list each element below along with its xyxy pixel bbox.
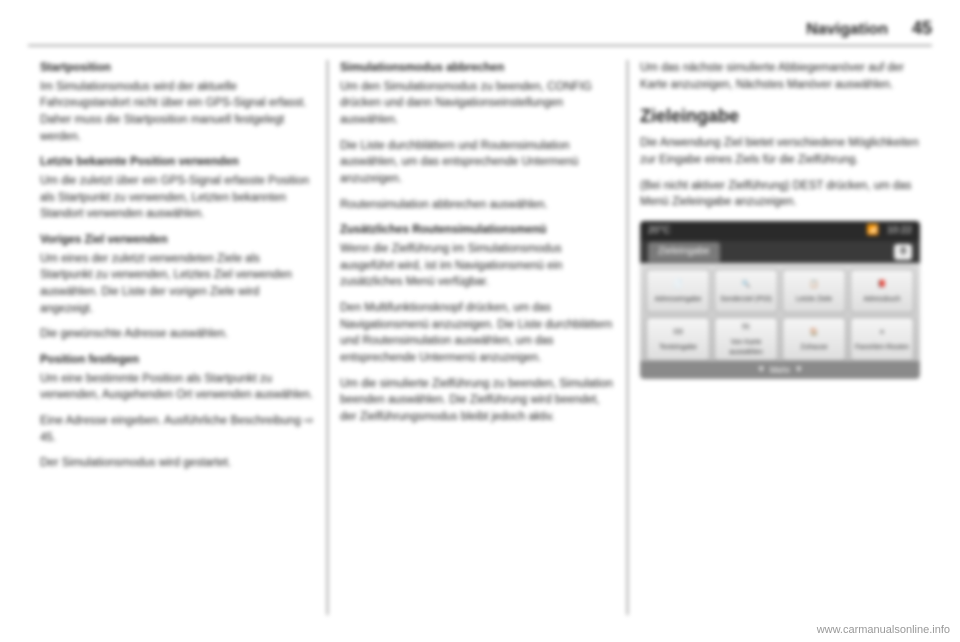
tile-poi[interactable]: 🔍 Sonderziel (POI) [714,269,778,313]
p-lastknown: Um die zuletzt über ein GPS-Signal erfas… [40,173,315,223]
h-zieleingabe: Zieleingabe [640,103,920,129]
shot-status-bar: 20°C 📶 10:22 [640,221,920,241]
page-header: Navigation 45 [28,18,932,46]
p-cancelsim-1: Um den Simulationsmodus zu beenden, CONF… [340,79,615,129]
tile-textentry-label: Texteingabe [659,343,697,353]
tile-address-label: Adresseingabe [655,295,702,305]
h-lastknown: Letzte bekannte Position verwenden [40,154,315,171]
p-ziel-2: (Bei nicht aktiver Zielführung) DEST drü… [640,178,920,211]
p-startposition: Im Simulationsmodus wird der aktuelle Fa… [40,79,315,146]
tile-textentry-icon: ⌨ [667,325,689,341]
tile-recent[interactable]: 📋 Letzte Ziele [782,269,846,313]
watermark: www.carmanualsonline.info [817,624,950,636]
tile-home-label: Zuhause [800,343,827,353]
shot-footer-more[interactable]: ▾ Mehr ▾ [640,361,920,379]
tile-frommap[interactable]: 🗺 Von Karte auswählen [714,317,778,361]
column-3: Um das nächste simulierte Abbiegemanöver… [627,60,932,615]
shot-tabbar: Zieleingabe 0 [640,241,920,263]
h-extramenu: Zusätzliches Routensimulationsmenü [340,222,615,239]
tile-poi-label: Sonderziel (POI) [720,295,772,305]
p-extramenu-3: Um die simulierte Zielführung zu beenden… [340,376,615,426]
p-cancelsim-2: Die Liste durchblättern und Routensimula… [340,138,615,188]
tile-addrbook-label: Adressbuch [864,295,901,305]
tile-recent-icon: 📋 [803,277,825,293]
tile-address[interactable]: 📄 Adresseingabe [646,269,710,313]
p-nextmaneuver: Um das nächste simulierte Abbiegemanöver… [640,60,920,93]
column-2: Simulationsmodus abbrechen Um den Simula… [327,60,627,615]
text-columns: Startposition Im Simulationsmodus wird d… [28,60,932,615]
tile-favroutes-icon: ★ [871,325,893,341]
tile-favroutes[interactable]: ★ Favoriten-Routen [850,317,914,361]
tile-home-icon: 🏠 [803,325,825,341]
status-time: 10:22 [887,224,912,239]
p-selectaddr: Die gewünschte Adresse auswählen. [40,326,315,343]
tab-count-badge: 0 [894,244,912,261]
p-enteraddr: Eine Adresse eingeben. Ausführliche Besc… [40,413,315,446]
tile-home[interactable]: 🏠 Zuhause [782,317,846,361]
p-prevdest: Um eines der zuletzt verwendeten Ziele a… [40,251,315,318]
p-cancelsim-3: Routensimulation abbrechen auswählen. [340,197,615,214]
h-setpos: Position festlegen [40,352,315,369]
column-1: Startposition Im Simulationsmodus wird d… [28,60,327,615]
tab-zieleingabe[interactable]: Zieleingabe [648,242,720,263]
tile-textentry[interactable]: ⌨ Texteingabe [646,317,710,361]
h-startposition: Startposition [40,60,315,77]
p-extramenu-2: Den Multifunktionsknopf drücken, um das … [340,300,615,367]
p-ziel-1: Die Anwendung Ziel bietet verschiedene M… [640,135,920,168]
tile-favroutes-label: Favoriten-Routen [855,343,909,353]
p-extramenu-1: Wenn die Zielführung im Simulationsmodus… [340,241,615,291]
tile-recent-label: Letzte Ziele [796,295,832,305]
footer-more-label: Mehr [770,364,791,377]
p-simstart: Der Simulationsmodus wird gestartet. [40,455,315,472]
chevron-down-icon: ▾ [759,363,764,378]
page: Navigation 45 Startposition Im Simulatio… [0,0,960,642]
p-setpos: Um eine bestimmte Position als Startpunk… [40,371,315,404]
h-prevdest: Voriges Ziel verwenden [40,232,315,249]
tile-addrbook-icon: 📕 [871,277,893,293]
tile-frommap-icon: 🗺 [735,320,757,336]
h-cancelsim: Simulationsmodus abbrechen [340,60,615,77]
signal-icon: 📶 [867,224,879,239]
chevron-down-icon: ▾ [796,363,801,378]
header-title: Navigation [806,21,888,39]
tile-frommap-label: Von Karte auswählen [717,338,775,358]
status-temp: 20°C [648,224,670,239]
tile-poi-icon: 🔍 [735,277,757,293]
tile-addrbook[interactable]: 📕 Adressbuch [850,269,914,313]
header-pagenum: 45 [912,18,932,39]
infotainment-screenshot: 20°C 📶 10:22 Zieleingabe 0 📄 Adresseingab… [640,221,920,379]
shot-tile-grid: 📄 Adresseingabe 🔍 Sonderziel (POI) 📋 Letzte Z… [640,263,920,362]
tile-address-icon: 📄 [667,277,689,293]
